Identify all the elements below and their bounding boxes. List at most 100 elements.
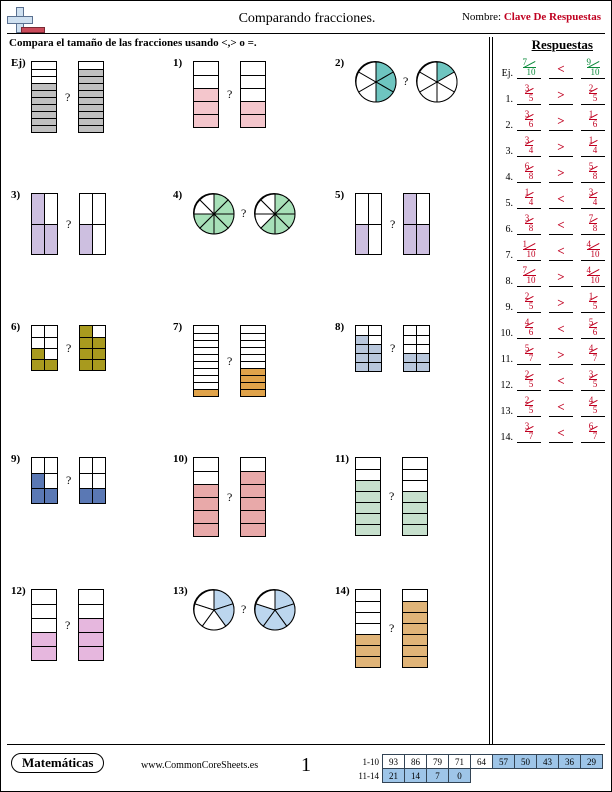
question-mark: ? <box>64 217 73 232</box>
answer-number: Ej. <box>499 68 513 79</box>
answer-line: 7. 110 < 410 <box>499 237 605 261</box>
problem-visual: ? <box>31 457 106 504</box>
fraction-pie <box>254 589 294 629</box>
question-mark: ? <box>388 341 397 356</box>
answer-line: 1. 35 > 25 <box>499 81 605 105</box>
answer-comparator: < <box>549 61 573 79</box>
score-cell: 21 <box>383 769 405 783</box>
problem-label: 11) <box>335 453 349 465</box>
question-mark: ? <box>401 74 410 89</box>
answer-left-fraction: 68 <box>517 158 541 183</box>
question-mark: ? <box>388 217 397 232</box>
question-mark: ? <box>64 473 73 488</box>
problem-visual: ? <box>355 457 428 536</box>
answer-number: 6. <box>499 224 513 235</box>
instruction-text: Compara el tamaño de las fracciones usan… <box>9 37 257 49</box>
answer-number: 7. <box>499 250 513 261</box>
answer-right-fraction: 34 <box>581 184 605 209</box>
name-label: Nombre: Clave De Respuestas <box>462 11 601 23</box>
answer-left-fraction: 38 <box>517 210 541 235</box>
answer-left-fraction: 57 <box>517 340 541 365</box>
answer-comparator: > <box>549 139 573 157</box>
fraction-bar <box>355 457 381 536</box>
fraction-bar <box>79 193 106 255</box>
fraction-bar <box>193 61 219 128</box>
fraction-pie <box>355 61 395 101</box>
problem-cell: Ej) ? <box>7 55 167 187</box>
problem-label: 13) <box>173 585 188 597</box>
answer-right-fraction: 410 <box>581 236 605 261</box>
answer-right-fraction: 56 <box>581 314 605 339</box>
question-mark: ? <box>387 621 396 636</box>
answer-line: Ej. 710 < 910 <box>499 55 605 79</box>
header-rule <box>7 33 605 34</box>
answer-line: 9. 25 > 15 <box>499 289 605 313</box>
answer-line: 5. 14 < 34 <box>499 185 605 209</box>
problem-row: Ej) ? 1) ? 2) ? <box>7 55 491 187</box>
problem-label: 7) <box>173 321 182 333</box>
answer-right-fraction: 14 <box>581 132 605 157</box>
fraction-pie <box>254 193 294 233</box>
problem-cell: 9) ? <box>7 451 167 583</box>
problem-label: 1) <box>173 57 182 69</box>
answer-right-fraction: 25 <box>581 80 605 105</box>
problem-label: 14) <box>335 585 350 597</box>
answer-number: 14. <box>499 432 513 443</box>
question-mark: ? <box>63 618 72 633</box>
problem-visual: ? <box>355 325 430 372</box>
score-row2-label: 11-14 <box>355 769 383 783</box>
answer-comparator: < <box>549 243 573 261</box>
fraction-bar <box>31 589 57 661</box>
problem-cell: 13) ? <box>169 583 329 715</box>
answer-comparator: > <box>549 347 573 365</box>
answer-left-fraction: 34 <box>517 132 541 157</box>
answer-comparator: < <box>549 373 573 391</box>
answer-right-fraction: 67 <box>581 418 605 443</box>
answer-number: 4. <box>499 172 513 183</box>
problem-visual: ? <box>31 61 104 133</box>
question-mark: ? <box>225 354 234 369</box>
problem-visual: ? <box>193 193 294 233</box>
answer-comparator: < <box>549 217 573 235</box>
answer-line: 3. 34 > 14 <box>499 133 605 157</box>
score-table: 1-109386797164575043362911-14211470 <box>355 754 604 783</box>
problem-visual: ? <box>193 457 266 537</box>
answer-left-fraction: 37 <box>517 418 541 443</box>
answer-number: 1. <box>499 94 513 105</box>
fraction-bar <box>240 457 266 537</box>
fraction-pie <box>193 589 233 629</box>
fraction-bar <box>355 193 382 255</box>
answer-line: 8. 710 > 410 <box>499 263 605 287</box>
problem-visual: ? <box>355 589 428 668</box>
fraction-pie <box>193 193 233 233</box>
problem-label: 3) <box>11 189 20 201</box>
fraction-bar <box>79 325 106 371</box>
answer-left-fraction: 36 <box>517 106 541 131</box>
answer-line: 11. 57 > 47 <box>499 341 605 365</box>
page-number: 1 <box>301 754 311 777</box>
score-cell: 29 <box>581 755 603 769</box>
answer-right-fraction: 410 <box>581 262 605 287</box>
answer-number: 2. <box>499 120 513 131</box>
answer-right-fraction: 16 <box>581 106 605 131</box>
answer-comparator: > <box>549 113 573 131</box>
answer-line: 6. 38 < 78 <box>499 211 605 235</box>
problems-grid: Ej) ? 1) ? 2) ? 3) ? 4) ? 5) <box>7 55 491 715</box>
fraction-bar <box>240 325 266 397</box>
answer-number: 5. <box>499 198 513 209</box>
question-mark: ? <box>63 90 72 105</box>
answer-right-fraction: 47 <box>581 340 605 365</box>
problem-visual: ? <box>193 61 266 128</box>
problem-label: 9) <box>11 453 20 465</box>
answer-comparator: > <box>549 295 573 313</box>
answer-right-fraction: 15 <box>581 288 605 313</box>
problem-cell: 7) ? <box>169 319 329 451</box>
score-cell: 43 <box>537 755 559 769</box>
problem-label: 8) <box>335 321 344 333</box>
fraction-bar <box>355 325 382 372</box>
score-cell: 36 <box>559 755 581 769</box>
answer-line: 12. 25 < 35 <box>499 367 605 391</box>
problem-label: 12) <box>11 585 26 597</box>
fraction-bar <box>31 193 58 255</box>
question-mark: ? <box>225 490 234 505</box>
